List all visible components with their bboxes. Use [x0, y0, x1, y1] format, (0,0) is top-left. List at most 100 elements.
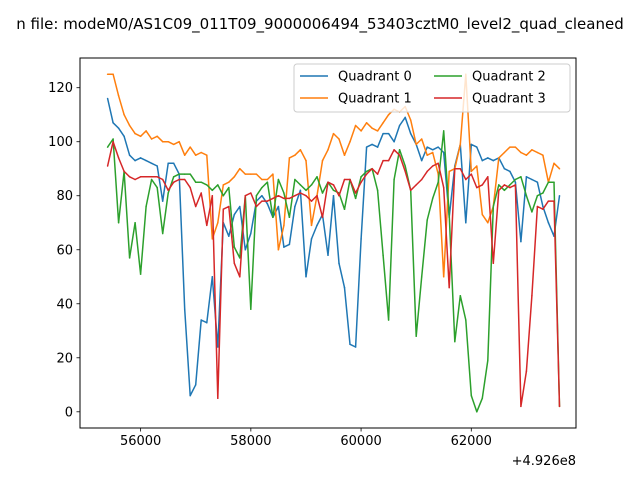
- data-point: [211, 189, 214, 192]
- data-point: [442, 130, 445, 132]
- data-point: [481, 184, 484, 186]
- data-point: [183, 178, 186, 181]
- data-point: [409, 119, 412, 121]
- data-point: [217, 184, 219, 186]
- data-point: [509, 186, 511, 189]
- data-point: [172, 162, 175, 165]
- data-point: [310, 200, 313, 202]
- data-point: [465, 221, 467, 224]
- data-point: [156, 186, 158, 189]
- data-point: [420, 276, 423, 278]
- data-point: [294, 154, 296, 156]
- data-point: [145, 159, 147, 162]
- data-point: [250, 173, 252, 175]
- data-point: [183, 308, 186, 310]
- data-point: [398, 124, 401, 127]
- data-point: [481, 213, 484, 216]
- y-tick-label: 0: [65, 405, 73, 420]
- data-point: [106, 73, 109, 75]
- series-line-2: [106, 130, 561, 413]
- data-point: [117, 157, 120, 159]
- data-point: [305, 159, 307, 162]
- data-point: [283, 246, 285, 248]
- data-point: [239, 205, 241, 208]
- data-point: [150, 138, 153, 140]
- data-point: [354, 124, 357, 127]
- data-point: [255, 173, 258, 175]
- data-point: [503, 167, 506, 170]
- data-point: [139, 176, 142, 178]
- data-point: [420, 159, 423, 162]
- data-point: [128, 257, 131, 259]
- data-point: [470, 173, 473, 175]
- data-point: [189, 394, 191, 397]
- data-point: [183, 173, 186, 175]
- data-point: [536, 194, 539, 197]
- legend: Quadrant 0 Quadrant 1 Quadrant 2 Quadrant 3: [293, 63, 571, 113]
- data-point: [288, 243, 291, 246]
- data-point: [206, 321, 208, 324]
- data-point: [172, 181, 175, 183]
- data-point: [255, 205, 258, 208]
- data-point: [420, 178, 423, 181]
- plot-area-frame: [79, 57, 577, 429]
- data-point: [200, 151, 202, 154]
- data-point: [332, 194, 335, 197]
- data-point: [123, 135, 125, 138]
- data-point: [514, 184, 517, 186]
- data-point: [376, 146, 379, 148]
- data-point: [558, 167, 561, 170]
- data-point: [321, 159, 324, 162]
- data-point: [481, 397, 484, 400]
- data-point: [233, 213, 236, 216]
- data-point: [167, 162, 169, 165]
- data-point: [172, 143, 175, 146]
- data-point: [547, 200, 550, 202]
- data-point: [261, 200, 263, 202]
- data-point: [161, 178, 164, 181]
- data-point: [470, 143, 473, 146]
- data-point: [266, 178, 269, 181]
- data-point: [112, 140, 114, 143]
- data-point: [553, 200, 555, 202]
- data-point: [128, 176, 131, 178]
- data-point: [299, 149, 302, 151]
- data-point: [382, 122, 384, 124]
- y-tick-label: 60: [56, 243, 73, 258]
- data-point: [442, 151, 445, 154]
- data-point: [206, 184, 208, 186]
- data-point: [321, 216, 324, 219]
- data-point: [194, 154, 197, 156]
- data-point: [376, 173, 379, 175]
- data-point: [283, 192, 285, 194]
- legend-label: Quadrant 1: [338, 92, 412, 107]
- data-point: [509, 184, 511, 186]
- legend-label: Quadrant 2: [472, 70, 546, 85]
- data-point: [106, 146, 109, 148]
- data-point: [509, 146, 511, 148]
- data-point: [558, 194, 561, 197]
- data-point: [222, 208, 225, 210]
- legend-box: [293, 63, 571, 113]
- data-point: [398, 154, 401, 156]
- data-point: [321, 192, 324, 194]
- data-point: [139, 135, 142, 138]
- data-point: [536, 181, 539, 183]
- data-point: [117, 95, 120, 97]
- data-point: [454, 167, 456, 170]
- data-point: [470, 394, 473, 397]
- data-point: [514, 146, 517, 148]
- data-point: [167, 192, 169, 194]
- data-point: [465, 178, 467, 181]
- data-point: [194, 384, 197, 386]
- data-point: [239, 276, 241, 278]
- data-point: [387, 132, 390, 135]
- data-point: [239, 257, 241, 259]
- data-point: [172, 176, 175, 178]
- series-3: [106, 140, 561, 408]
- data-point: [536, 151, 539, 154]
- data-point: [261, 178, 263, 181]
- data-point: [305, 276, 307, 278]
- data-point: [294, 178, 296, 181]
- data-point: [200, 319, 202, 321]
